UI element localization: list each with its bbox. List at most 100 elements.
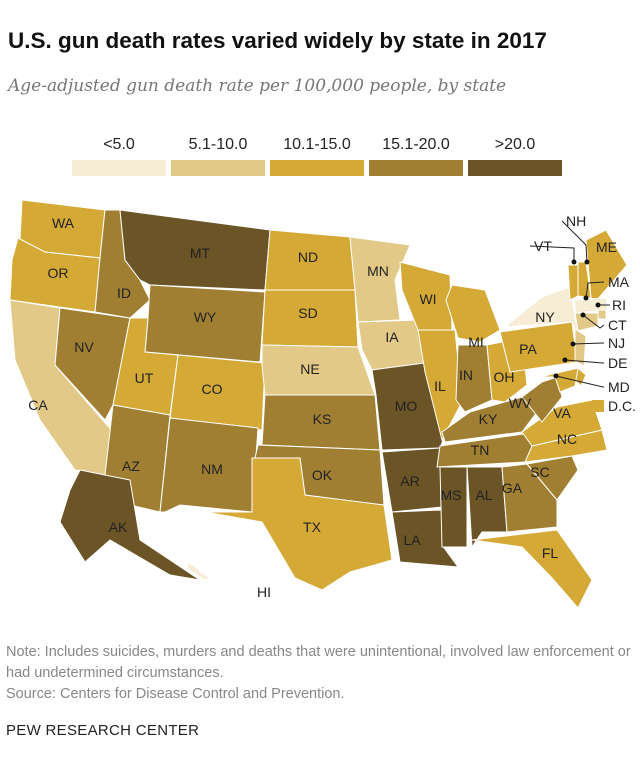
state-label-me: ME: [596, 239, 617, 255]
state-mn: [349, 236, 411, 323]
legend-label: <5.0: [103, 136, 135, 153]
state-label-ak: AK: [109, 519, 128, 535]
state-label-nm: NM: [201, 461, 223, 477]
legend-item: 15.1-20.0: [369, 136, 463, 176]
state-label-mn: MN: [367, 263, 389, 279]
legend-swatch: [270, 160, 364, 176]
legend-item: 5.1-10.0: [171, 136, 265, 176]
dc-swatch: [592, 400, 604, 412]
state-sc: [526, 455, 579, 501]
callout-dot: [580, 312, 586, 318]
chart-subtitle: Age-adjusted gun death rate per 100,000 …: [8, 76, 507, 96]
state-tx: [204, 457, 393, 591]
state-label-va: VA: [553, 405, 571, 421]
state-label-sd: SD: [298, 305, 317, 321]
state-label-ne: NE: [300, 361, 319, 377]
state-ga: [501, 463, 558, 533]
state-in: [455, 344, 493, 413]
legend-item: 10.1-15.0: [270, 136, 364, 176]
state-label-mo: MO: [395, 398, 418, 414]
state-label-ut: UT: [135, 370, 154, 386]
state-label-ca: CA: [28, 397, 48, 413]
callout-dot: [595, 302, 601, 308]
state-co: [169, 354, 266, 431]
state-label-ny: NY: [535, 309, 555, 325]
state-label-az: AZ: [122, 458, 140, 474]
source-text: Source: Centers for Disease Control and …: [6, 686, 345, 702]
callout-dot: [571, 259, 577, 265]
state-label-wi: WI: [419, 291, 436, 307]
callout-line: [564, 359, 604, 364]
legend-swatch: [468, 160, 562, 176]
state-ak: [59, 469, 201, 581]
legend-item: >20.0: [468, 136, 562, 176]
legend-label: 10.1-15.0: [283, 136, 351, 153]
note-text: Note: Includes suicides, murders and dea…: [6, 644, 631, 681]
state-label-wy: WY: [194, 309, 217, 325]
callout-line: [529, 245, 575, 262]
legend-swatch: [369, 160, 463, 176]
state-md: [539, 367, 579, 393]
chart-title: U.S. gun death rates varied widely by st…: [8, 28, 547, 53]
state-label-ky: KY: [479, 411, 498, 427]
state-label-nc: NC: [557, 431, 577, 447]
state-nc: [524, 429, 608, 463]
state-ct: [574, 312, 599, 332]
legend-label: 15.1-20.0: [382, 136, 450, 153]
state-ms: [439, 466, 468, 548]
state-nm: [159, 417, 259, 513]
state-label-ia: IA: [385, 329, 399, 345]
state-label-ri: RI: [612, 297, 626, 313]
state-label-id: ID: [117, 285, 131, 301]
callout-dot: [562, 357, 568, 363]
callout-line: [585, 281, 605, 299]
state-ma: [574, 297, 609, 314]
callout-dot: [553, 373, 559, 379]
state-label-de: DE: [608, 355, 627, 371]
state-label-ks: KS: [313, 411, 332, 427]
callout-dot: [583, 295, 589, 301]
state-label-tx: TX: [303, 519, 322, 535]
state-label-wv: WV: [509, 395, 532, 411]
state-label-mt: MT: [190, 245, 211, 261]
state-label-ar: AR: [400, 473, 419, 489]
state-label-mi: MI: [468, 334, 484, 350]
state-label-al: AL: [475, 487, 492, 503]
state-label-ms: MS: [441, 487, 462, 503]
state-label-sc: SC: [530, 464, 549, 480]
state-ri: [597, 309, 607, 320]
state-label-nj: NJ: [608, 335, 625, 351]
state-fl: [471, 529, 593, 609]
legend-label: 5.1-10.0: [188, 136, 248, 153]
state-label-or: OR: [48, 265, 69, 281]
state-mi: [445, 284, 501, 343]
state-label-la: LA: [403, 532, 421, 548]
state-hi: [183, 560, 212, 581]
callout-dot: [570, 341, 576, 347]
state-label-ga: GA: [502, 480, 523, 496]
note: Note: Includes suicides, murders and dea…: [6, 642, 636, 705]
callout-line: [561, 220, 588, 263]
state-al: [466, 466, 508, 549]
footer-logo: PEW RESEARCH CENTER: [6, 722, 200, 739]
state-label-nv: NV: [74, 339, 94, 355]
state-label-nd: ND: [298, 249, 318, 265]
state-label-hi: HI: [257, 584, 271, 600]
state-pa: [499, 321, 578, 373]
state-label-ct: CT: [608, 317, 627, 333]
state-label-nh: NH: [566, 213, 586, 229]
legend-swatch: [72, 160, 166, 176]
callout-line: [555, 375, 604, 388]
callout-line: [572, 342, 604, 345]
state-label-co: CO: [202, 381, 223, 397]
callout-dot: [584, 259, 590, 265]
callout-line: [582, 314, 605, 329]
state-label-tn: TN: [471, 442, 490, 458]
state-label-dc: D.C.: [608, 398, 636, 414]
state-label-pa: PA: [519, 341, 537, 357]
legend-label: >20.0: [494, 136, 536, 153]
state-label-ma: MA: [608, 274, 630, 290]
state-label-il: IL: [434, 378, 446, 394]
state-label-wa: WA: [52, 215, 75, 231]
state-label-fl: FL: [542, 545, 559, 561]
